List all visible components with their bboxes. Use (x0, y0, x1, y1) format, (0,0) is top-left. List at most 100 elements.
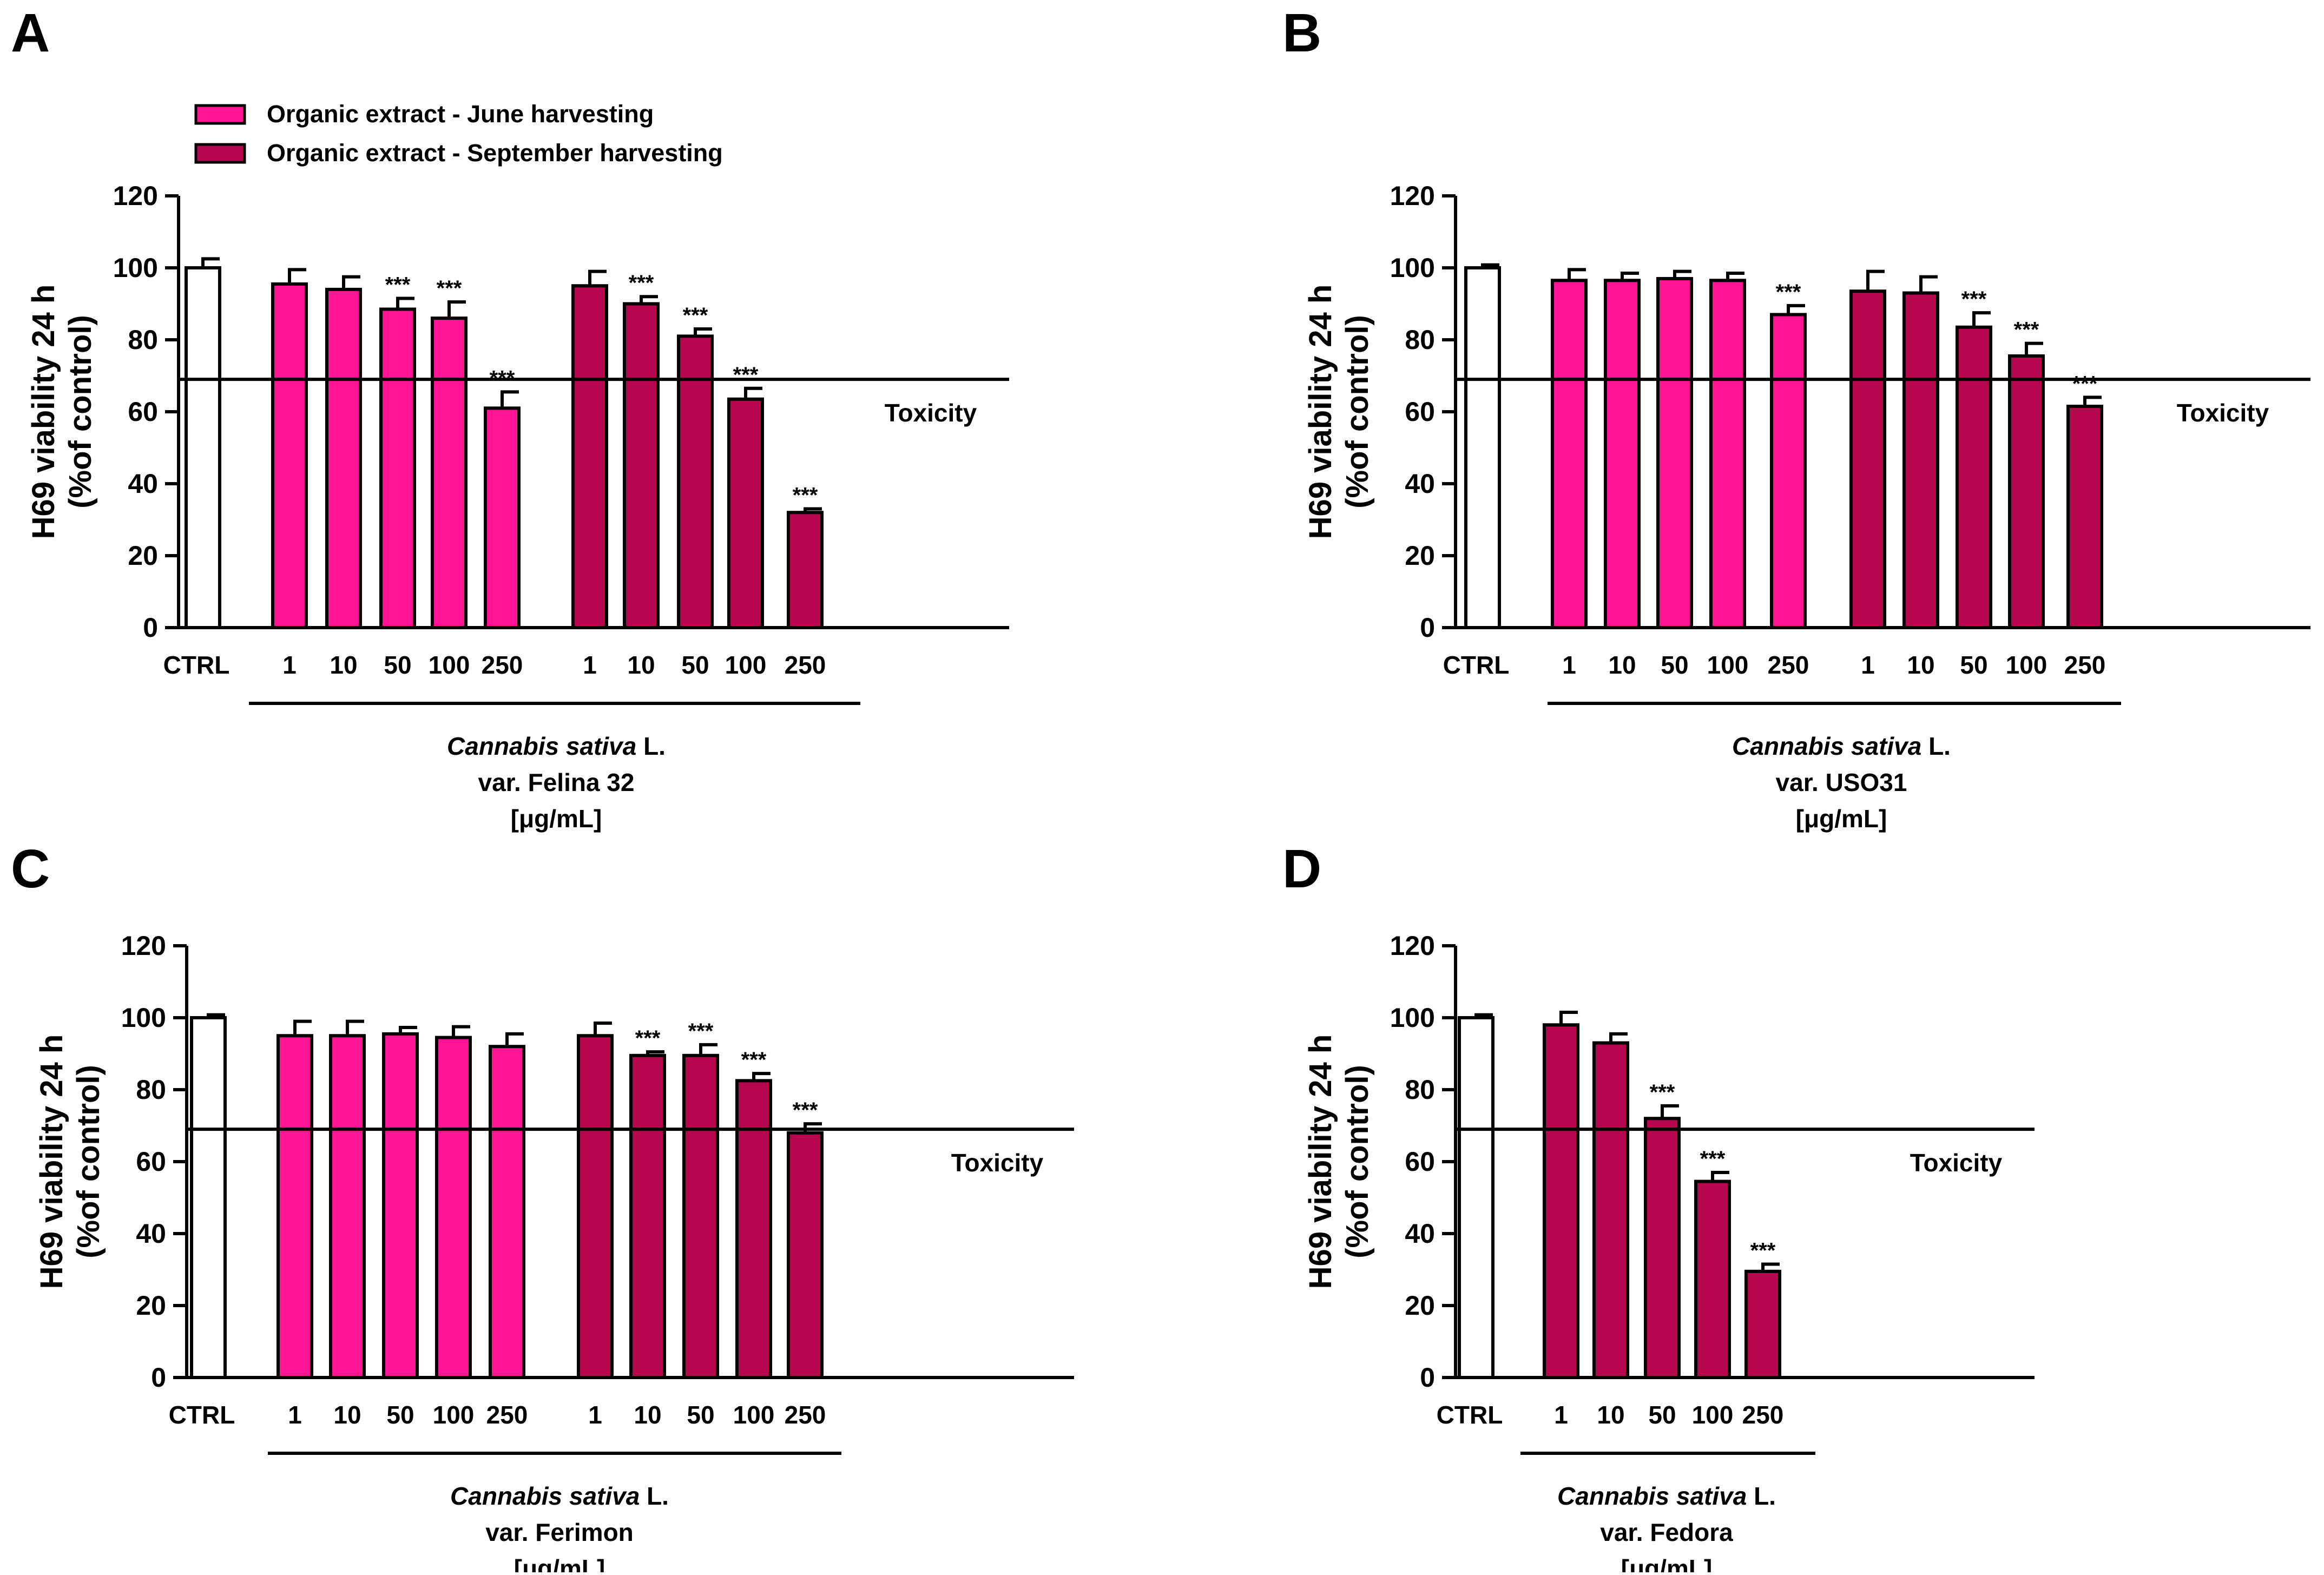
x-tick-label: 250 (2064, 651, 2106, 679)
y-tick-label: 20 (1405, 1290, 1435, 1321)
species-name: Cannabis sativa (450, 1482, 640, 1510)
variety-label: var. USO31 (1776, 768, 1907, 796)
bar-ctrl (1464, 266, 1501, 629)
species-label: Cannabis sativa L. (450, 1482, 669, 1510)
legend-swatch-september (194, 143, 246, 164)
bar-jun-1 (276, 1034, 313, 1379)
bar-jun-50 (382, 1032, 419, 1380)
species-suffix: L. (1921, 732, 1951, 760)
panel-letter: C (11, 839, 50, 899)
y-axis-title: H69 viability 24 h(%of control) (1303, 1034, 1375, 1289)
variety-label: var. Ferimon (485, 1518, 634, 1546)
y-axis-title-line2: (%of control) (71, 1065, 106, 1258)
x-tick-label: 50 (386, 1401, 414, 1429)
toxicity-label: Toxicity (951, 1149, 1044, 1177)
x-tick-label: 100 (1707, 651, 1749, 679)
significance-mark: *** (2014, 318, 2039, 342)
y-axis-title-line1: H69 viability 24 h (34, 1034, 69, 1289)
species-label: Cannabis sativa L. (1732, 732, 1951, 760)
significance-mark: *** (1650, 1080, 1675, 1104)
significance-mark: *** (437, 276, 462, 300)
unit-label: [μg/mL] (1621, 1554, 1713, 1572)
x-tick-label: 50 (1960, 651, 1987, 679)
x-tick-label: 10 (1907, 651, 1934, 679)
significance-mark: *** (2072, 372, 2098, 396)
y-tick-label: 100 (121, 1003, 166, 1033)
x-tick-label: 50 (681, 651, 709, 679)
legend-swatch-june (194, 104, 246, 125)
x-tick-label-ctrl: CTRL (169, 1401, 235, 1429)
toxicity-label: Toxicity (2177, 399, 2269, 427)
significance-mark: *** (1750, 1239, 1776, 1263)
species-name: Cannabis sativa (1732, 732, 1921, 760)
unit-label: [μg/mL] (1796, 805, 1887, 833)
bar-sep-10 (623, 302, 660, 629)
bar-jun-100 (1709, 279, 1746, 629)
bar-jun-10 (329, 1034, 366, 1379)
y-tick-label: 0 (1420, 612, 1435, 643)
x-tick-label: 10 (1608, 651, 1636, 679)
x-tick-label: 100 (733, 1401, 775, 1429)
bar-jun-100 (431, 317, 468, 629)
bar-sep-10 (1592, 1041, 1629, 1380)
bar-jun-250 (484, 406, 521, 629)
unit-label: [μg/mL] (514, 1554, 605, 1572)
variety-label: var. Fedora (1600, 1518, 1733, 1546)
significance-mark: *** (733, 363, 759, 387)
bar-sep-1 (571, 284, 608, 629)
bar-jun-1 (1551, 279, 1588, 629)
x-tick-label: 250 (785, 1401, 826, 1429)
bar-sep-1 (1543, 1023, 1579, 1380)
y-tick-label: 80 (1405, 325, 1435, 355)
y-tick-label: 60 (136, 1146, 166, 1177)
x-tick-label: 10 (634, 1401, 661, 1429)
x-tick-label: 100 (1692, 1401, 1734, 1429)
x-tick-label: 1 (583, 651, 597, 679)
variety-label: var. Felina 32 (478, 768, 635, 796)
toxicity-label: Toxicity (1910, 1149, 2003, 1177)
bar-sep-50 (682, 1053, 719, 1379)
x-tick-label: 250 (482, 651, 523, 679)
y-axis-title-line2: (%of control) (1340, 1065, 1375, 1258)
y-tick-label: 0 (1420, 1362, 1435, 1393)
bar-jun-50 (379, 307, 416, 629)
bar-sep-100 (735, 1079, 772, 1379)
panel-d: D H69 viability 24 h(%of control) 0 20 40 60 8… (1282, 839, 2035, 1575)
y-axis-title: H69 viability 24 h(%of control) (26, 285, 98, 539)
x-tick-label: 50 (384, 651, 411, 679)
bar-jun-50 (1656, 276, 1693, 629)
y-axis-title-line1: H69 viability 24 h (26, 285, 61, 539)
species-name: Cannabis sativa (447, 732, 636, 760)
bar-sep-10 (1902, 291, 1939, 629)
x-tick-label: 10 (333, 1401, 361, 1429)
y-tick-label: 20 (1405, 541, 1435, 571)
y-axis-title-line1: H69 viability 24 h (1303, 285, 1338, 539)
y-tick-label: 80 (136, 1075, 166, 1105)
species-suffix: L. (636, 732, 666, 760)
bar-jun-1 (271, 282, 308, 629)
y-tick-label: 40 (128, 469, 158, 499)
x-tick-label-ctrl: CTRL (163, 651, 230, 679)
bar-sep-250 (2066, 405, 2103, 630)
panel-letter: B (1282, 3, 1321, 63)
y-tick-label: 120 (1390, 181, 1435, 211)
bar-sep-1 (577, 1034, 614, 1379)
bar-jun-10 (325, 287, 362, 629)
y-tick-label: 100 (1390, 1003, 1435, 1033)
significance-mark: *** (385, 273, 411, 297)
legend-label-june: Organic extract - June harvesting (267, 100, 654, 128)
bar-ctrl (190, 1016, 227, 1379)
y-tick-label: 0 (143, 612, 158, 643)
significance-mark: *** (629, 271, 654, 295)
toxicity-label: Toxicity (885, 399, 977, 427)
bar-jun-250 (489, 1045, 525, 1379)
significance-mark: *** (793, 484, 818, 508)
bar-sep-50 (1956, 325, 1992, 629)
y-tick-label: 100 (1390, 253, 1435, 283)
x-tick-label-ctrl: CTRL (1437, 1401, 1503, 1429)
y-axis-title-line2: (%of control) (1340, 315, 1375, 509)
species-suffix: L. (640, 1482, 669, 1510)
significance-mark: *** (683, 304, 708, 327)
panel-a: A H69 viability 24 h(%of control) 0 20 40 60 8… (11, 3, 1009, 833)
